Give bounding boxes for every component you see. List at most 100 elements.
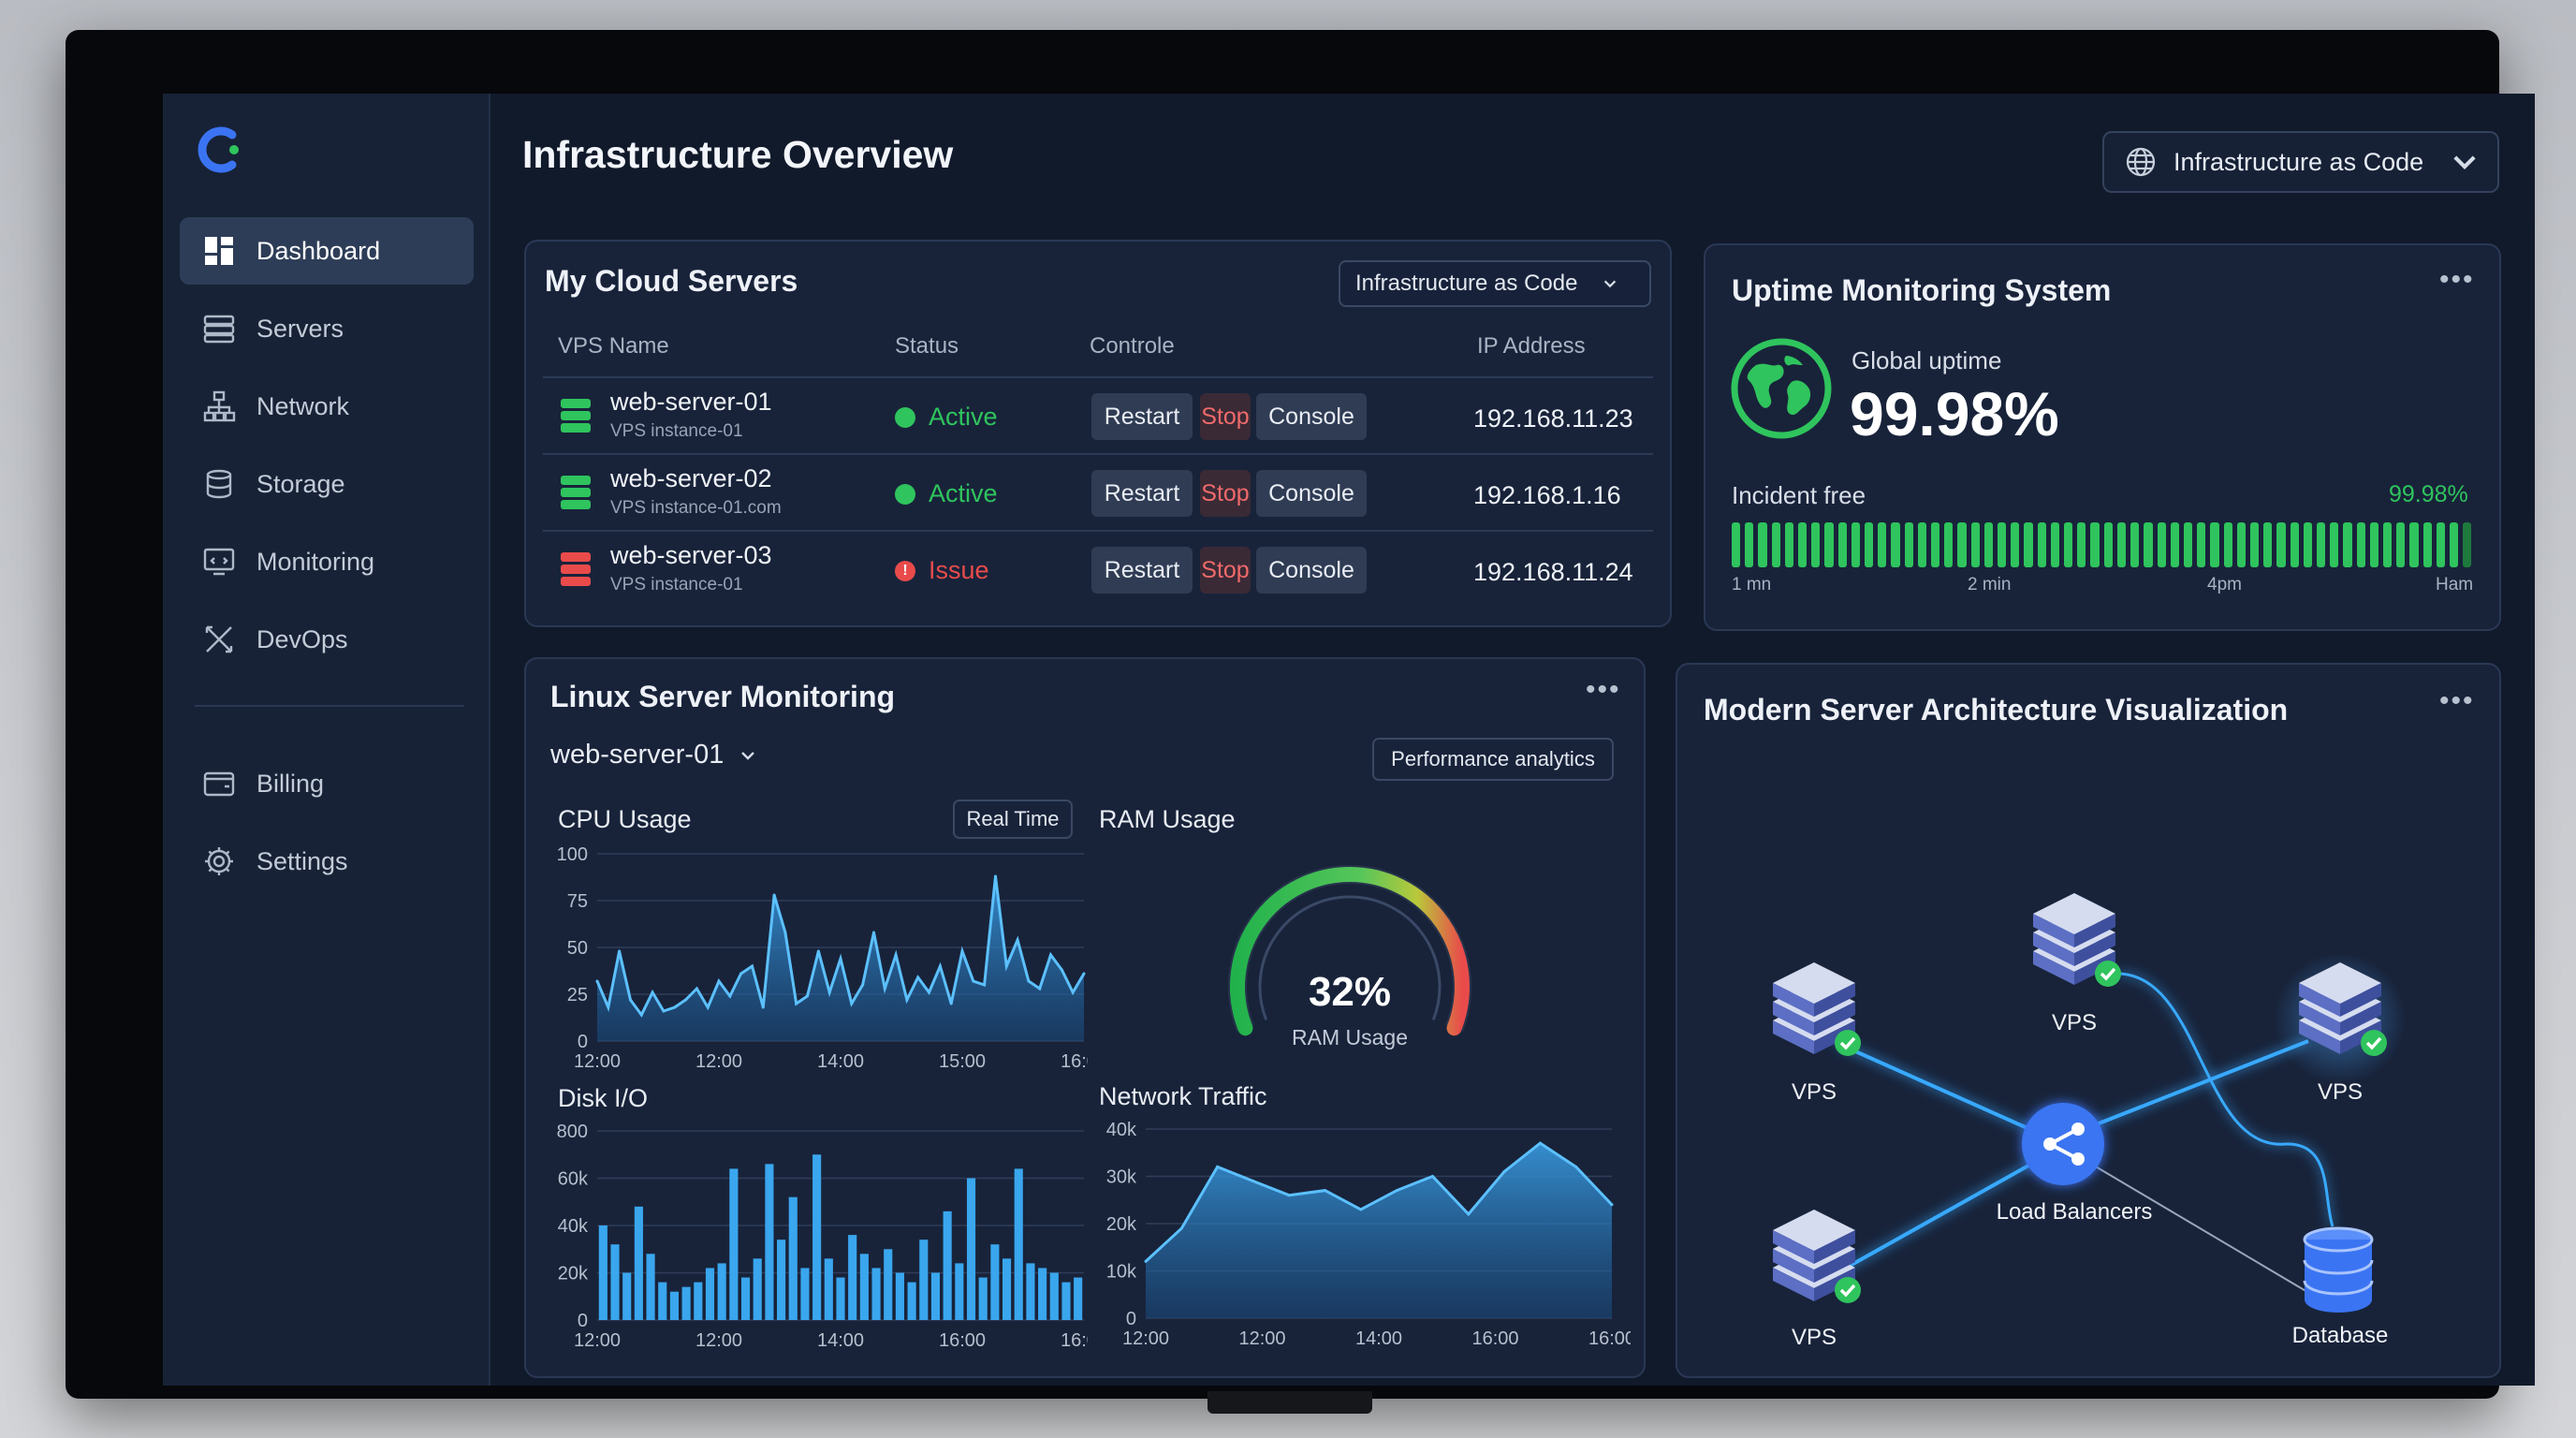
- database-icon[interactable]: [2303, 1226, 2374, 1313]
- sidebar-item-network[interactable]: Network: [180, 373, 474, 440]
- disk-bar: [681, 1286, 691, 1320]
- vps-node-d-label: VPS: [1792, 1325, 1837, 1350]
- uptime-bar: [1784, 522, 1794, 567]
- cpu-data-point: [949, 1002, 953, 1005]
- uptime-bar: [2276, 522, 2286, 567]
- linux-more-options-icon[interactable]: •••: [1586, 674, 1621, 705]
- uptime-bar: [2197, 522, 2206, 567]
- cpu-y-tick-label: 100: [557, 844, 588, 865]
- uptime-bar: [1745, 522, 1754, 567]
- app-logo-icon[interactable]: [195, 124, 247, 176]
- disk-bar: [919, 1240, 929, 1320]
- column-header-ip: IP Address: [1477, 333, 1586, 359]
- net-x-tick-label: 12:00: [1122, 1328, 1169, 1349]
- architecture-more-options-icon[interactable]: •••: [2439, 685, 2475, 716]
- restart-button[interactable]: Restart: [1091, 547, 1193, 594]
- monitoring-icon: [203, 548, 235, 576]
- uptime-bar: [1771, 522, 1780, 567]
- vps-layer-right: [1814, 1249, 1855, 1283]
- cpu-data-point: [1016, 938, 1019, 942]
- net-y-tick-label: 40k: [1106, 1122, 1137, 1140]
- server-instance: VPS instance-01: [610, 575, 743, 594]
- disk-bar: [740, 1277, 751, 1320]
- net-data-point: [1502, 1169, 1506, 1173]
- net-x-tick-label: 14:00: [1355, 1328, 1402, 1349]
- sidebar-item-billing[interactable]: Billing: [180, 750, 474, 817]
- uptime-more-options-icon[interactable]: •••: [2439, 264, 2475, 295]
- console-button[interactable]: Console: [1256, 470, 1367, 517]
- uptime-bar: [1957, 522, 1967, 567]
- cpu-data-point: [871, 931, 875, 934]
- link-lb-vps-d: [1836, 1159, 2038, 1275]
- check-icon: [2095, 961, 2121, 987]
- sidebar: Dashboard Servers Network Storage Monito…: [163, 94, 490, 1386]
- cpu-x-tick-label: 15:00: [939, 1051, 986, 1072]
- stop-button[interactable]: Stop: [1200, 470, 1251, 517]
- uptime-bar: [2130, 522, 2140, 567]
- sidebar-item-settings[interactable]: Settings: [180, 828, 474, 895]
- sidebar-item-dashboard[interactable]: Dashboard: [180, 217, 474, 285]
- monitor-stand: [1208, 1391, 1372, 1414]
- performance-analytics-button[interactable]: Performance analytics: [1372, 738, 1614, 781]
- cpu-data-point: [628, 998, 632, 1002]
- vps-node-a-icon[interactable]: [1773, 962, 1861, 1056]
- vps-node-c-icon[interactable]: [2299, 962, 2387, 1056]
- sidebar-item-servers[interactable]: Servers: [180, 295, 474, 362]
- screen: Dashboard Servers Network Storage Monito…: [163, 94, 2535, 1386]
- cloud-servers-filter-select[interactable]: Infrastructure as Code: [1339, 260, 1651, 307]
- uptime-bar: [2037, 522, 2046, 567]
- server-name[interactable]: web-server-02: [610, 464, 772, 492]
- sidebar-item-devops[interactable]: DevOps: [180, 606, 474, 673]
- stop-button[interactable]: Stop: [1200, 547, 1251, 594]
- load-balancer-label: Load Balancers: [1997, 1199, 2153, 1225]
- uptime-bar: [2263, 522, 2273, 567]
- database-label: Database: [2292, 1323, 2389, 1348]
- disk-bar: [1074, 1277, 1083, 1320]
- cpu-data-point: [993, 874, 997, 878]
- cpu-data-point: [717, 979, 721, 983]
- cpu-data-point: [883, 987, 886, 990]
- page-title: Infrastructure Overview: [522, 133, 954, 176]
- cpu-x-tick-label: 12:00: [574, 1051, 621, 1072]
- real-time-button[interactable]: Real Time: [953, 800, 1073, 839]
- disk-y-tick-label: 0: [578, 1311, 588, 1331]
- uptime-bar: [2356, 522, 2365, 567]
- restart-button[interactable]: Restart: [1091, 393, 1193, 440]
- server-name[interactable]: web-server-01: [610, 388, 772, 416]
- table-row: web-server-03 VPS instance-01 ! Issue Re…: [543, 530, 1653, 607]
- linux-monitoring-card: Linux Server Monitoring ••• web-server-0…: [524, 657, 1646, 1378]
- cpu-data-point: [706, 1005, 710, 1009]
- disk-bar: [777, 1240, 786, 1320]
- uptime-bar: [1944, 522, 1954, 567]
- server-name[interactable]: web-server-03: [610, 541, 772, 569]
- vps-layer-left: [2299, 983, 2340, 1017]
- stop-button[interactable]: Stop: [1200, 393, 1251, 440]
- environment-select[interactable]: Infrastructure as Code: [2102, 131, 2499, 193]
- uptime-bar: [2170, 522, 2179, 567]
- disk-bar: [1002, 1258, 1012, 1320]
- console-button[interactable]: Console: [1256, 393, 1367, 440]
- vps-node-d-icon[interactable]: [1773, 1210, 1861, 1303]
- load-balancer-icon[interactable]: [2022, 1103, 2104, 1185]
- disk-bar: [729, 1168, 739, 1320]
- status-dot-icon: [895, 483, 915, 505]
- console-button[interactable]: Console: [1256, 547, 1367, 594]
- net-series-line: [1144, 1141, 1614, 1263]
- cpu-usage-title: CPU Usage: [558, 805, 692, 833]
- sidebar-item-storage[interactable]: Storage: [180, 450, 474, 518]
- vps-node-b-icon[interactable]: [2033, 893, 2121, 987]
- cpu-y-tick-label: 75: [567, 891, 588, 912]
- chevron-down-icon: [741, 751, 755, 760]
- restart-button[interactable]: Restart: [1091, 470, 1193, 517]
- uptime-bar: [2330, 522, 2339, 567]
- vps-layer-left: [1773, 983, 1814, 1017]
- net-data-point: [1216, 1165, 1220, 1168]
- server-selector[interactable]: web-server-01: [550, 740, 757, 770]
- environment-select-value: Infrastructure as Code: [2174, 147, 2424, 176]
- sidebar-item-monitoring[interactable]: Monitoring: [180, 528, 474, 595]
- vps-layer-right: [2074, 951, 2115, 985]
- disk-bar: [966, 1178, 976, 1320]
- disk-bar: [610, 1244, 620, 1320]
- ram-usage-title: RAM Usage: [1099, 805, 1236, 833]
